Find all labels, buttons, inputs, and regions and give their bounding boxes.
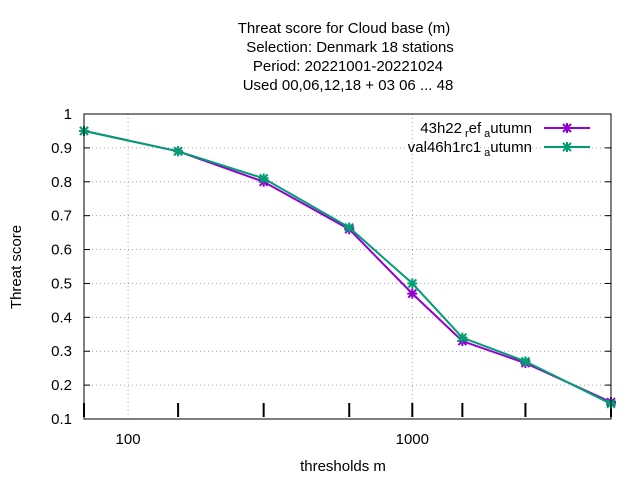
legend-1-tail: utumn	[490, 120, 532, 137]
y-tick-label: 0.3	[51, 343, 72, 360]
legend-2-main: val46h1rc1	[408, 139, 481, 156]
y-tick-label: 0.1	[51, 411, 72, 428]
data-point-2	[406, 277, 419, 290]
y-axis-ticks: 0.1 0.2 0.3 0.4 0.5 0.6 0.7 0.8 0.9 1	[51, 106, 611, 428]
title-line-3: Period: 20221001-20221024	[253, 58, 443, 75]
series-line-2	[83, 129, 612, 405]
data-point-2	[456, 331, 469, 344]
data-point-1	[406, 287, 419, 300]
x-tick-label: 1000	[396, 431, 429, 448]
legend-label-1: 43h22 ref autumn	[420, 120, 532, 140]
x-tick-label: 100	[116, 431, 141, 448]
y-tick-label: 0.4	[51, 309, 72, 326]
y-tick-label: 0.9	[51, 140, 72, 157]
series-group	[78, 124, 617, 410]
x-axis-label: thresholds m	[300, 458, 386, 475]
legend-marker-1	[561, 122, 573, 134]
y-tick-label: 0.5	[51, 275, 72, 292]
data-point-2	[172, 145, 185, 158]
data-point-2	[343, 221, 356, 234]
legend-1-mid: ef	[469, 120, 482, 137]
grid-lines	[84, 114, 611, 419]
chart-title: Threat score for Cloud base (m) Selectio…	[238, 20, 454, 94]
legend: 43h22 ref autumn val46h1rc1 autumn	[408, 120, 590, 159]
y-tick-label: 1	[64, 106, 72, 123]
data-point-2	[257, 172, 270, 185]
y-tick-label: 0.2	[51, 377, 72, 394]
legend-1-main: 43h22	[420, 120, 462, 137]
legend-1-sub2: a	[484, 128, 491, 140]
data-point-2	[519, 355, 532, 368]
y-tick-label: 0.7	[51, 208, 72, 225]
plot-frame	[83, 113, 612, 420]
title-line-2: Selection: Denmark 18 stations	[246, 39, 454, 56]
legend-2-sub2: a	[484, 147, 491, 159]
x-axis-ticks: 100 1000	[83, 403, 612, 448]
y-tick-label: 0.6	[51, 242, 72, 259]
legend-marker-2	[561, 141, 573, 153]
title-line-4: Used 00,06,12,18 + 03 06 ... 48	[243, 77, 454, 94]
legend-2-tail: utumn	[490, 139, 532, 156]
legend-entry-2: val46h1rc1 autumn	[408, 139, 590, 159]
y-tick-label: 0.8	[51, 174, 72, 191]
legend-1-sub1: r	[465, 128, 469, 140]
series-line-1	[83, 129, 612, 404]
title-line-1: Threat score for Cloud base (m)	[238, 20, 451, 37]
y-axis-label: Threat score	[8, 225, 25, 309]
legend-entry-1: 43h22 ref autumn	[420, 120, 590, 140]
legend-label-2: val46h1rc1 autumn	[408, 139, 532, 159]
